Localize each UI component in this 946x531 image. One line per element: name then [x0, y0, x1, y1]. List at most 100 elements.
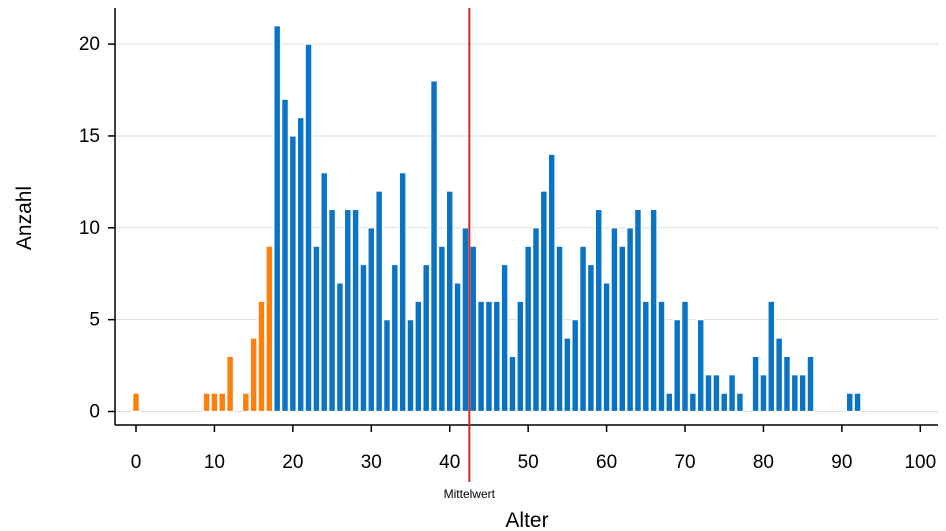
bar-age-83	[783, 355, 791, 413]
bar-age-25	[328, 208, 336, 413]
bar-age-82	[775, 337, 784, 413]
bar-age-73	[704, 374, 713, 413]
bar-age-11	[218, 392, 227, 413]
x-tick-label-30: 30	[361, 452, 382, 473]
bar-age-68	[665, 392, 674, 413]
bar-age-65	[641, 300, 650, 413]
bar-age-44	[477, 300, 486, 413]
bar-age-70	[681, 300, 689, 413]
x-tick-label-80: 80	[753, 452, 774, 473]
bar-age-42	[461, 227, 470, 413]
bar-age-75	[720, 392, 729, 413]
mean-marker: Mittelwert	[444, 8, 496, 501]
x-axis-title: Alter	[505, 509, 548, 531]
x-tick-label-60: 60	[596, 452, 617, 473]
x-tick-label-0: 0	[131, 452, 142, 473]
bar-age-12	[226, 355, 235, 413]
bar-age-58	[586, 263, 595, 413]
bar-age-24	[320, 172, 329, 413]
bar-age-21	[296, 116, 305, 413]
bar-age-56	[571, 319, 580, 413]
bar-age-72	[696, 319, 705, 413]
bar-age-86	[806, 355, 815, 413]
bar-age-47	[500, 263, 509, 413]
bar-age-38	[430, 80, 438, 413]
axes	[114, 8, 938, 426]
y-tick-label-20: 20	[79, 34, 100, 55]
y-tick-label-0: 0	[89, 402, 100, 423]
bar-age-35	[406, 319, 415, 413]
ticks: 0 10 20 30 40 50 60 70 80 90 100 0 5 10 15 20	[79, 34, 936, 473]
bar-age-18	[273, 25, 282, 413]
y-axis-title: Anzahl	[13, 186, 36, 250]
bar-age-15	[249, 337, 258, 413]
bar-age-30	[367, 227, 376, 413]
bar-age-91	[845, 392, 854, 413]
bar-age-84	[790, 374, 799, 413]
bar-age-9	[202, 392, 211, 413]
bar-age-39	[437, 245, 446, 413]
bar-age-71	[688, 392, 697, 413]
bars	[132, 25, 862, 413]
bar-age-57	[579, 245, 587, 413]
bar-age-60	[602, 282, 611, 413]
x-tick-label-100: 100	[904, 452, 936, 473]
x-tick-label-90: 90	[831, 452, 852, 473]
bar-age-50	[524, 245, 533, 413]
bar-age-20	[288, 135, 297, 413]
bar-age-32	[383, 319, 391, 413]
y-tick-label-10: 10	[79, 218, 100, 239]
bar-age-55	[563, 337, 572, 413]
bar-age-40	[445, 190, 454, 413]
bar-age-61	[610, 227, 619, 413]
x-tick-label-40: 40	[439, 452, 460, 473]
bar-age-54	[555, 245, 564, 413]
bar-age-41	[453, 282, 462, 413]
bar-age-53	[547, 153, 556, 413]
x-tick-label-50: 50	[518, 452, 539, 473]
bar-age-27	[343, 208, 352, 413]
y-tick-label-15: 15	[79, 126, 100, 147]
bar-age-45	[485, 300, 493, 413]
bar-age-14	[241, 392, 250, 413]
bar-age-66	[649, 208, 658, 413]
bar-age-69	[673, 319, 682, 413]
bar-age-77	[735, 392, 744, 413]
bar-age-79	[751, 355, 760, 413]
bar-age-31	[375, 190, 384, 413]
bar-age-81	[767, 300, 776, 413]
bar-age-59	[594, 208, 603, 413]
bar-age-16	[257, 300, 266, 413]
bar-age-74	[712, 374, 721, 413]
bar-age-51	[532, 227, 540, 413]
bar-age-52	[539, 190, 548, 413]
bar-age-29	[359, 263, 368, 413]
bar-age-62	[618, 245, 627, 413]
bar-age-63	[626, 227, 635, 413]
bar-age-10	[210, 392, 219, 413]
x-tick-label-20: 20	[282, 452, 303, 473]
bar-age-23	[312, 245, 321, 413]
mean-label: Mittelwert	[444, 487, 496, 501]
x-tick-label-70: 70	[674, 452, 695, 473]
bar-age-33	[390, 263, 399, 413]
bar-age-22	[304, 43, 313, 413]
bar-age-67	[657, 300, 666, 413]
bar-age-46	[492, 300, 501, 413]
bar-age-92	[853, 392, 862, 413]
bar-age-17	[265, 245, 274, 413]
bar-age-49	[516, 300, 525, 413]
x-tick-label-10: 10	[204, 452, 225, 473]
bar-age-36	[414, 300, 423, 413]
bar-age-85	[798, 374, 807, 413]
bar-age-76	[728, 374, 736, 413]
bar-age-37	[422, 263, 431, 413]
y-tick-label-5: 5	[89, 310, 100, 331]
bar-age-43	[469, 245, 478, 413]
bar-age-48	[508, 355, 517, 413]
bar-age-64	[634, 208, 642, 413]
bar-age-80	[759, 374, 768, 413]
bar-age-19	[281, 98, 289, 413]
bar-age-28	[351, 208, 360, 413]
